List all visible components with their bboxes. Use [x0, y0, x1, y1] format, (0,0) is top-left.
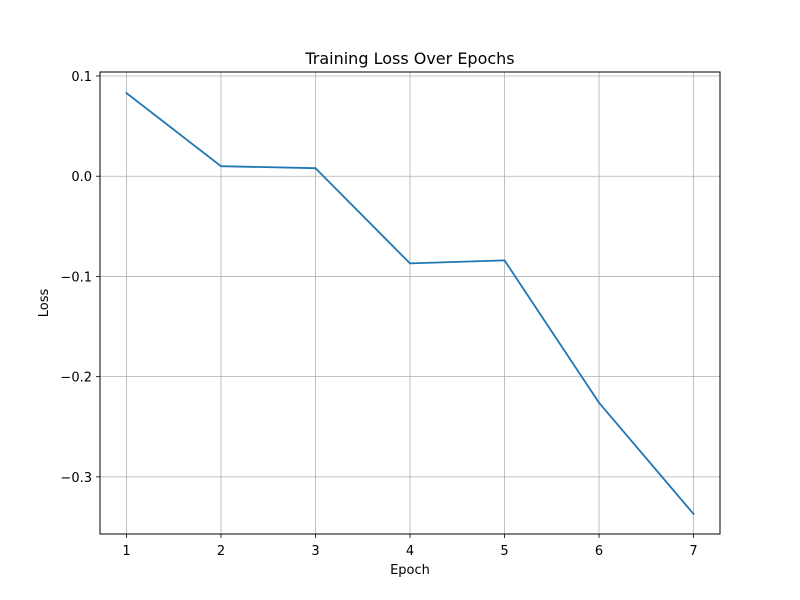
x-axis-label: Epoch [390, 563, 430, 578]
chart-title: Training Loss Over Epochs [304, 49, 514, 68]
grid [100, 72, 720, 534]
series-layer [125, 92, 695, 515]
x-axis-ticks: 1 2 3 4 5 6 7 [122, 534, 698, 559]
data-point [598, 401, 600, 404]
y-tick-label: −0.3 [60, 471, 92, 486]
y-tick-label: −0.2 [60, 371, 92, 386]
y-tick-label: −0.1 [60, 270, 92, 285]
x-tick-label: 2 [217, 544, 225, 559]
data-point [125, 92, 128, 94]
x-tick-label: 6 [595, 544, 603, 559]
y-axis-label: Loss [37, 289, 52, 318]
y-axis-ticks: 0.1 0.0 −0.1 −0.2 −0.3 [60, 70, 100, 486]
x-tick-label: 1 [122, 544, 130, 559]
data-point [692, 513, 695, 515]
x-tick-label: 5 [500, 544, 508, 559]
y-tick-label: 0.1 [71, 70, 92, 85]
data-point [503, 259, 506, 262]
data-point [220, 165, 222, 168]
data-point [314, 167, 317, 170]
x-tick-label: 7 [689, 544, 697, 559]
y-tick-label: 0.0 [71, 170, 92, 185]
x-tick-label: 4 [406, 544, 414, 559]
data-point [409, 262, 411, 265]
x-tick-label: 3 [311, 544, 319, 559]
